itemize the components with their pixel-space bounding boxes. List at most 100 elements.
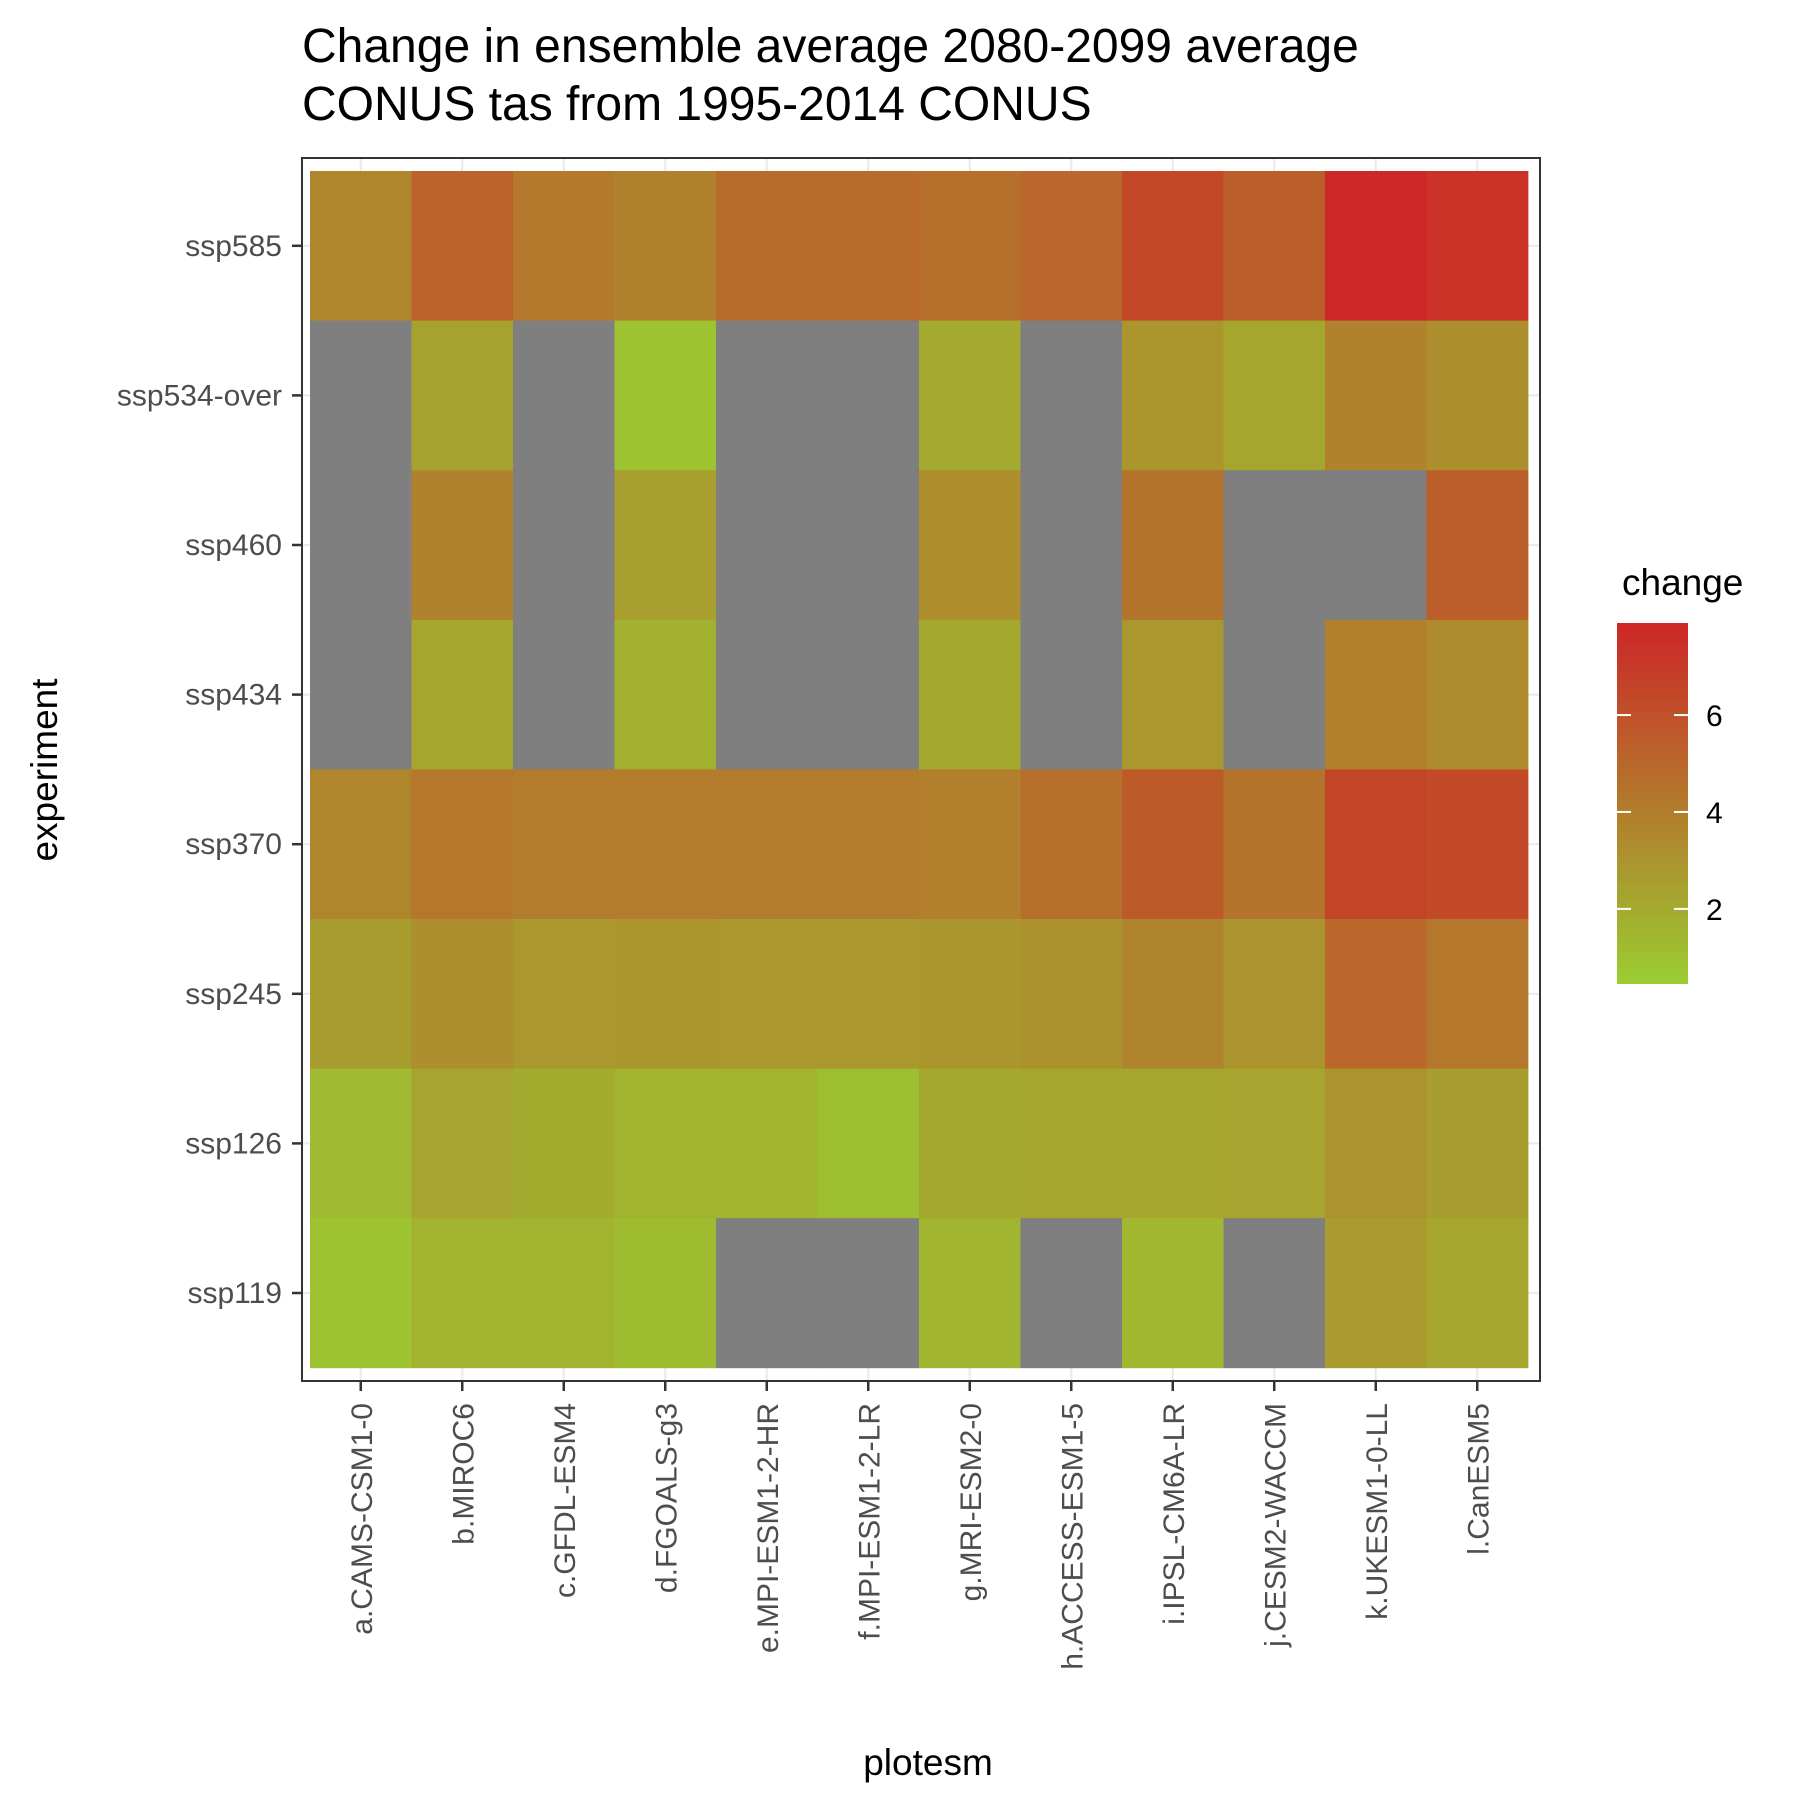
heatmap-cell [716,919,818,1069]
heatmap-cell [614,320,717,471]
heatmap-cell [1122,320,1224,471]
heatmap-cell [716,171,818,321]
heatmap-cell [1122,619,1224,770]
heatmap-cell [513,171,615,321]
heatmap-cell [513,619,615,770]
chart-title-line-2: CONUS tas from 1995-2014 CONUS [302,78,1092,131]
heatmap-cell [1223,1218,1326,1369]
heatmap-cell [411,1218,514,1369]
heatmap-cell [919,1218,1021,1369]
x-tick-label: i.IPSL-CM6A-LR [1158,1403,1191,1625]
heatmap-cell [1325,769,1427,920]
heatmap-cell [1426,619,1529,770]
chart-title: Change in ensemble average 2080-2099 ave… [302,20,1359,131]
heatmap-cell [310,1068,412,1219]
heatmap-cell [716,769,818,920]
heatmap-cell [817,1068,920,1219]
x-tick-label: k.UKESM1-0-LL [1361,1403,1394,1620]
heatmap-cell [1426,320,1529,471]
y-tick-label: ssp460 [185,529,282,562]
x-tick-label: d.FGOALS-g3 [650,1403,683,1593]
heatmap-cell [513,1218,615,1369]
heatmap-cell [310,1218,412,1369]
heatmap-cell [1325,619,1427,770]
heatmap-cell [310,619,412,770]
y-tick-label: ssp370 [185,828,282,861]
x-tick-label: b.MIROC6 [447,1403,480,1545]
heatmap-cell [1325,1218,1427,1369]
heatmap-cell [411,619,514,770]
x-tick-label: g.MRI-ESM2-0 [955,1403,988,1601]
heatmap-cell [1122,1068,1224,1219]
heatmap-cell [919,1068,1021,1219]
panel-border [301,157,1541,1382]
heatmap-cell [716,1068,818,1219]
heatmap-cell [411,769,514,920]
heatmap-cell [919,619,1021,770]
heatmap-cell [1223,171,1326,321]
heatmap-cell [1020,1218,1123,1369]
heatmap-cell [614,171,717,321]
heatmap-cell [614,919,717,1069]
heatmap-cell [817,769,920,920]
heatmap-cell [513,470,615,621]
heatmap-cell [1426,1068,1529,1219]
heatmap-cell [1020,919,1123,1069]
heatmap-cell [614,769,717,920]
heatmap-cell [1020,171,1123,321]
heatmap-cell [919,320,1021,471]
heatmap-cell [919,171,1021,321]
heatmap-cell [1122,919,1224,1069]
y-tick-label: ssp119 [187,1277,282,1310]
heatmap-cell [1325,320,1427,471]
color-legend: change 2 4 6 [1617,562,1743,984]
heatmap-cell [513,769,615,920]
heatmap-cell [411,320,514,471]
heatmap-cell [1020,619,1123,770]
heatmap-cell [614,1068,717,1219]
x-tick-label: l.CanESM5 [1462,1403,1495,1555]
y-axis: ssp585 ssp534-over ssp460 ssp434 ssp370 ssp24… [117,230,302,1310]
heatmap-cell [817,1218,920,1369]
y-axis-title: experiment [24,678,65,862]
heatmap-cell [1122,769,1224,920]
heatmap-cell [310,171,412,321]
legend-tick-label: 4 [1706,797,1723,830]
heatmap-cell [310,320,412,471]
y-tick-label: ssp245 [185,978,282,1011]
heatmap-cell [513,320,615,471]
heatmap-cell [1020,470,1123,621]
heatmap-cell [1223,919,1326,1069]
y-tick-label: ssp126 [185,1127,282,1160]
heatmap-cell [310,919,412,1069]
heatmap-cell [1122,171,1224,321]
heatmap-cell [1223,619,1326,770]
heatmap-cell [1426,171,1529,321]
heatmap-cell [513,1068,615,1219]
heatmap-cell [817,919,920,1069]
heatmap-cell [614,619,717,770]
heatmap-cell [1426,470,1529,621]
heatmap-cell [1020,1068,1123,1219]
x-axis-title: plotesm [863,1742,993,1783]
heatmap-cell [716,619,818,770]
heatmap-cell [310,470,412,621]
heatmap-cell [1223,470,1326,621]
chart-title-line-1: Change in ensemble average 2080-2099 ave… [302,20,1359,73]
heatmap-cell [1426,1218,1529,1369]
heatmap-cell [1020,769,1123,920]
heatmap-cell [1223,320,1326,471]
heatmap-cell [411,171,514,321]
heatmap-cell [411,1068,514,1219]
x-axis: a.CAMS-CSM1-0 b.MIROC6 c.GFDL-ESM4 d.FGOALS… [346,1381,1495,1670]
x-tick-label: f.MPI-ESM1-2-LR [853,1403,886,1640]
heatmap-cell [411,919,514,1069]
heatmap-cell [919,919,1021,1069]
x-tick-label: j.CESM2-WACCM [1259,1403,1292,1648]
heatmap-cell [919,470,1021,621]
plot-panel [301,157,1541,1382]
y-tick-label: ssp534-over [117,379,282,412]
heatmap-cell [817,171,920,321]
heatmap-cell [716,1218,818,1369]
